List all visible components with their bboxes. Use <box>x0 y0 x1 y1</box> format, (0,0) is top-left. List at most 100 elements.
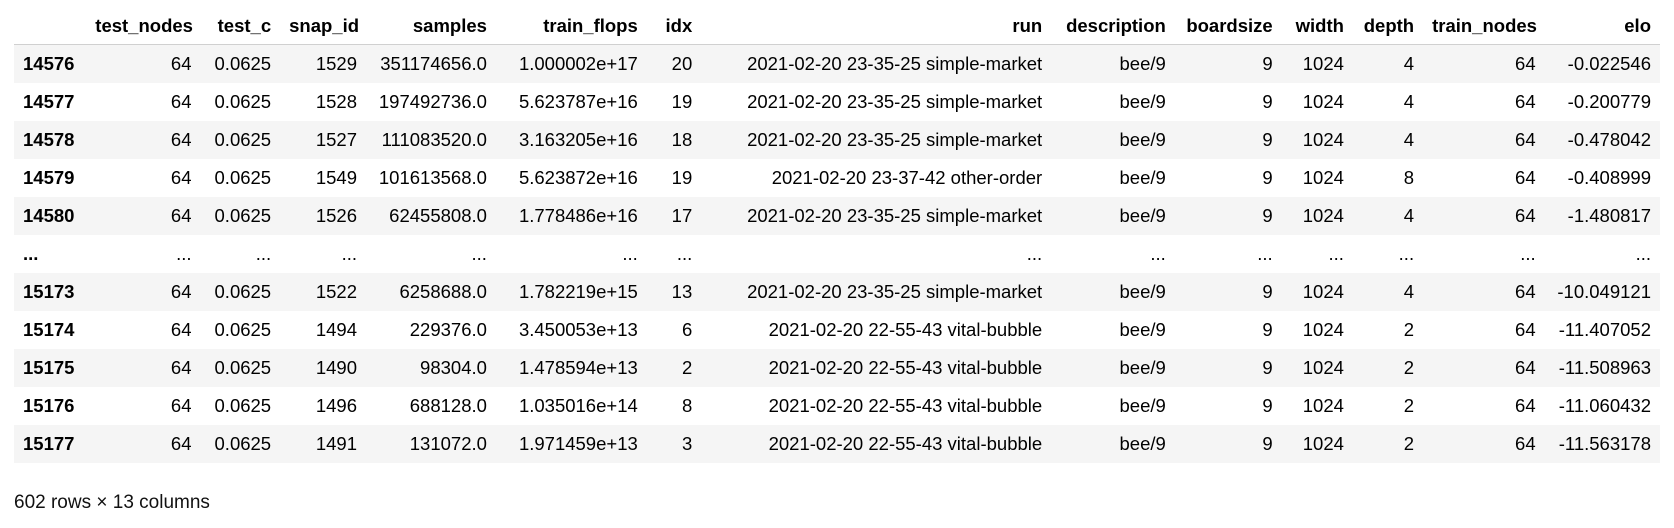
table-cell: 1496 <box>315 395 358 416</box>
table-cell: 2021-02-20 22-55-43 vital-bubble <box>768 395 1043 416</box>
table-cell: 1.782219e+15 <box>518 281 638 302</box>
table-cell: 1024 <box>1302 433 1344 454</box>
table-cell: -0.478042 <box>1567 129 1651 150</box>
table-cell: ... <box>255 243 272 264</box>
column-header-description: description <box>1051 8 1175 45</box>
table-cell: 64 <box>170 91 192 112</box>
table-cell: 0.0625 <box>214 53 272 74</box>
table-row: 14577 64 0.0625 1528 197492736.0 5.623787e+16… <box>14 83 1660 121</box>
row-index: 15176 <box>23 395 75 416</box>
table-cell: 9 <box>1262 91 1273 112</box>
row-index: 14580 <box>23 205 75 226</box>
table-cell: 1.000002e+17 <box>518 53 638 74</box>
table-cell: 64 <box>1515 281 1536 302</box>
table-cell: 1527 <box>315 129 358 150</box>
dataframe-table: test_nodes test_c snap_id samples train_flop… <box>14 8 1660 463</box>
table-cell: 8 <box>681 395 693 416</box>
table-cell: 0.0625 <box>214 433 272 454</box>
table-cell: 0.0625 <box>214 91 272 112</box>
table-cell: 9 <box>1262 281 1273 302</box>
table-row: 15175 64 0.0625 1490 98304.0 1.478594e+13 2 202… <box>14 349 1660 387</box>
table-cell: 0.0625 <box>214 357 272 378</box>
table-cell: 101613568.0 <box>378 167 487 188</box>
index-header <box>14 8 87 45</box>
table-cell: ... <box>1257 243 1273 264</box>
table-cell: 351174656.0 <box>380 53 487 74</box>
table-cell: 0.0625 <box>214 167 272 188</box>
row-index: 14578 <box>23 129 75 150</box>
table-cell: 3.450053e+13 <box>518 319 638 340</box>
table-cell: ... <box>1398 243 1415 264</box>
table-cell: 64 <box>170 205 192 226</box>
table-cell: 4 <box>1403 53 1415 74</box>
table-cell: 1024 <box>1302 91 1344 112</box>
table-cell: 64 <box>1515 357 1536 378</box>
table-cell: 9 <box>1262 129 1273 150</box>
table-cell: 62455808.0 <box>389 205 487 226</box>
table-cell: 9 <box>1262 205 1273 226</box>
ellipsis-row: ........................................… <box>14 235 1660 273</box>
table-cell: 2021-02-20 23-35-25 simple-market <box>747 129 1043 150</box>
row-index: 14577 <box>23 91 75 112</box>
table-cell: 2 <box>1403 319 1415 340</box>
row-index: 15174 <box>23 319 75 340</box>
table-cell: 6258688.0 <box>399 281 487 302</box>
table-cell: 1522 <box>315 281 358 302</box>
table-cell: 9 <box>1262 395 1273 416</box>
table-cell: 19 <box>671 91 693 112</box>
table-cell: 197492736.0 <box>378 91 487 112</box>
table-cell: 19 <box>671 167 693 188</box>
table-cell: 2021-02-20 22-55-43 vital-bubble <box>768 319 1043 340</box>
table-cell: -0.022546 <box>1567 53 1651 74</box>
table-cell: 64 <box>1515 129 1536 150</box>
table-cell: -0.408999 <box>1567 167 1651 188</box>
table-cell: 1526 <box>315 205 358 226</box>
table-cell: 5.623872e+16 <box>518 167 638 188</box>
table-cell: 3 <box>681 433 693 454</box>
column-header-train-nodes: train_nodes <box>1423 8 1545 45</box>
table-cell: ... <box>622 243 638 264</box>
table-cell: 2021-02-20 22-55-43 vital-bubble <box>768 357 1043 378</box>
table-row: 14578 64 0.0625 1527 111083520.0 3.163205e+16… <box>14 121 1660 159</box>
column-header-train-flops: train_flops <box>495 8 647 45</box>
table-cell: 131072.0 <box>409 433 487 454</box>
table-cell: bee/9 <box>1119 433 1166 454</box>
table-cell: 6 <box>681 319 693 340</box>
table-cell: 1024 <box>1302 129 1344 150</box>
table-cell: 64 <box>170 281 192 302</box>
table-cell: 1.478594e+13 <box>518 357 638 378</box>
table-cell: bee/9 <box>1119 281 1166 302</box>
table-cell: 20 <box>671 53 693 74</box>
table-cell: 17 <box>671 205 693 226</box>
table-cell: 2021-02-20 23-37-42 other-order <box>771 167 1043 188</box>
table-cell: 64 <box>1515 433 1536 454</box>
table-cell: -0.200779 <box>1567 91 1651 112</box>
table-row: 15173 64 0.0625 1522 6258688.0 1.782219e+15 13… <box>14 273 1660 311</box>
table-cell: 1491 <box>315 433 358 454</box>
table-cell: ... <box>1520 243 1536 264</box>
table-cell: -10.049121 <box>1557 281 1651 302</box>
table-cell: -11.563178 <box>1558 433 1651 454</box>
table-cell: 64 <box>1515 205 1536 226</box>
table-cell: 4 <box>1403 129 1415 150</box>
table-cell: 98304.0 <box>420 357 487 378</box>
table-cell: 688128.0 <box>409 395 487 416</box>
table-cell: 3.163205e+16 <box>518 129 638 150</box>
table-cell: ... <box>1328 243 1344 264</box>
table-cell: 2021-02-20 23-35-25 simple-market <box>747 91 1043 112</box>
column-header-run: run <box>701 8 1052 45</box>
table-cell: 9 <box>1262 319 1273 340</box>
table-cell: 64 <box>170 433 192 454</box>
table-cell: 64 <box>1515 53 1536 74</box>
table-cell: 1494 <box>315 319 358 340</box>
table-cell: 1024 <box>1302 281 1344 302</box>
table-cell: 1549 <box>315 167 358 188</box>
table-cell: -1.480817 <box>1567 205 1651 226</box>
table-cell: 1024 <box>1302 357 1344 378</box>
table-cell: ... <box>1150 243 1166 264</box>
table-cell: bee/9 <box>1119 205 1166 226</box>
table-cell: ... <box>341 243 358 264</box>
table-cell: 4 <box>1403 91 1415 112</box>
table-cell: 2 <box>681 357 693 378</box>
table-cell: ... <box>471 243 487 264</box>
